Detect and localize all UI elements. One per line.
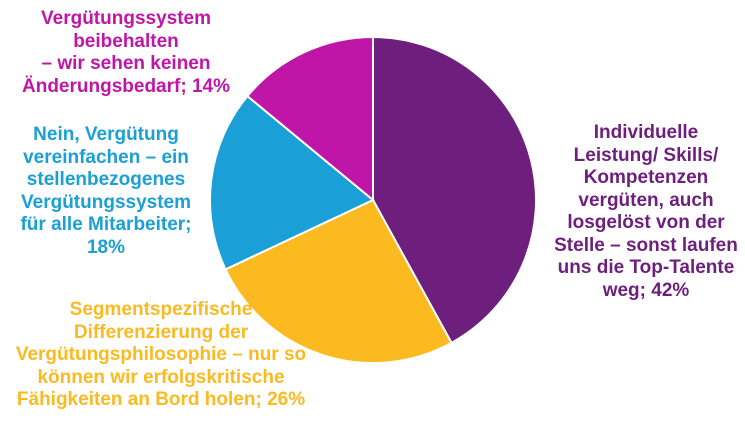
slice-simplify [209, 94, 375, 271]
slice-label-keep-system: Vergütungssystem beibehalten – wir sehen… [22, 8, 230, 97]
slice-label-simplify: Nein, Vergütung vereinfachen – ein stell… [20, 124, 192, 258]
slice-segment-specific [224, 198, 453, 365]
slice-label-individual-performance: Individuelle Leistung/ Skills/ Kompetenz… [554, 122, 738, 301]
slice-keep-system [246, 35, 374, 203]
slice-individual-performance [372, 35, 537, 345]
slice-label-segment-specific: Segmentspezifische Differenzierung der V… [15, 299, 307, 410]
pie-slices [209, 35, 537, 365]
